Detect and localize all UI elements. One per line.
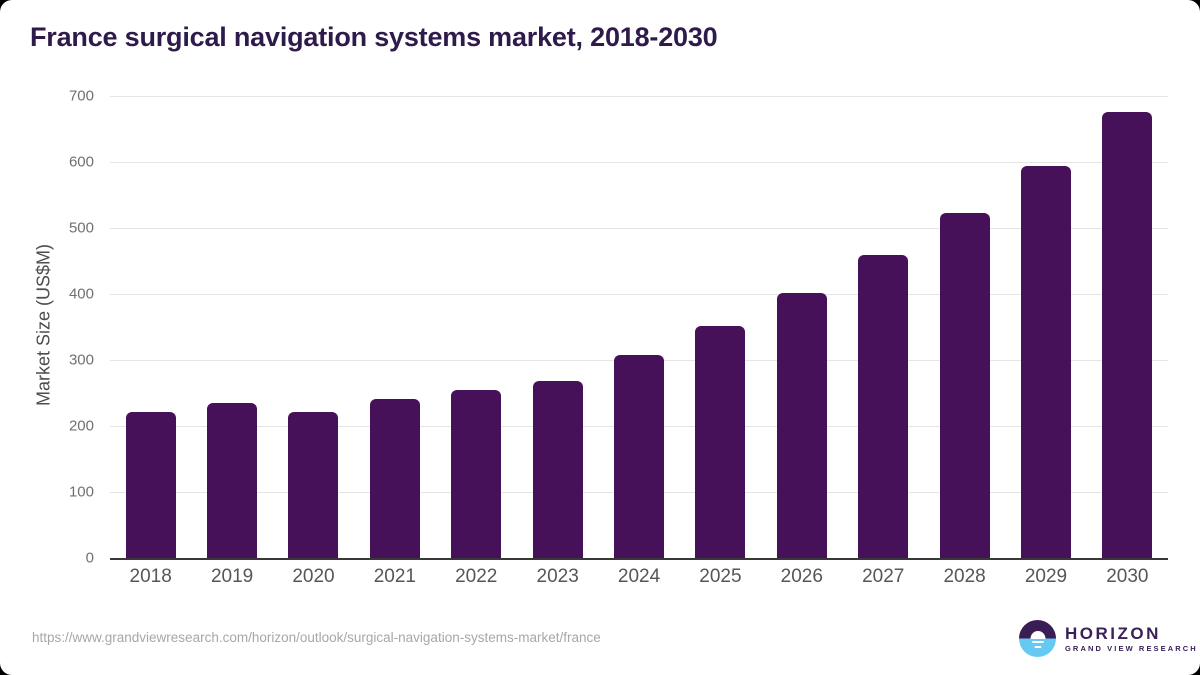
sun-reflection-line xyxy=(1034,645,1041,648)
bar-slot-2020 xyxy=(273,96,354,558)
horizon-logo-icon xyxy=(1019,620,1056,657)
bar-2030[interactable] xyxy=(1102,111,1153,558)
bar-slot-2021 xyxy=(354,96,435,558)
bar-slot-2028 xyxy=(924,96,1005,558)
y-tick-label-700: 700 xyxy=(68,87,94,105)
bar-2026[interactable] xyxy=(776,292,827,558)
bar-2024[interactable] xyxy=(614,354,665,558)
bar-2023[interactable] xyxy=(532,381,583,558)
bar-2020[interactable] xyxy=(288,412,339,558)
y-tick-label-600: 600 xyxy=(68,153,94,171)
x-tick-label-2024: 2024 xyxy=(617,566,661,587)
x-tick-label-2023: 2023 xyxy=(536,566,579,587)
bar-2019[interactable] xyxy=(207,402,258,558)
x-tick-label-2026: 2026 xyxy=(780,566,823,587)
bar-2018[interactable] xyxy=(125,412,176,558)
x-tick-label-2029: 2029 xyxy=(1024,566,1068,587)
plot-area xyxy=(110,96,1168,560)
gridline-600 xyxy=(110,162,1168,163)
x-tick-label-2019: 2019 xyxy=(210,566,254,587)
bars-row xyxy=(110,96,1168,558)
bar-slot-2030 xyxy=(1087,96,1168,558)
x-tick-label-2027: 2027 xyxy=(862,566,905,587)
bar-slot-2022 xyxy=(436,96,517,558)
bar-slot-2018 xyxy=(110,96,191,558)
logo-title: HORIZON xyxy=(1065,623,1161,643)
source-url: https://www.grandviewresearch.com/horizo… xyxy=(32,630,601,645)
x-tick-label-2030: 2030 xyxy=(1106,566,1149,587)
x-tick-label-2018: 2018 xyxy=(129,566,172,587)
sun-icon xyxy=(1030,630,1045,639)
y-tick-label-0: 0 xyxy=(85,549,94,567)
bar-slot-2019 xyxy=(191,96,272,558)
gridline-700 xyxy=(110,96,1168,97)
y-tick-label-200: 200 xyxy=(68,417,94,435)
y-tick-label-500: 500 xyxy=(68,219,94,237)
bar-slot-2027 xyxy=(843,96,924,558)
sun-reflection-line xyxy=(1031,640,1044,643)
bar-slot-2025 xyxy=(680,96,761,558)
x-tick-label-2028: 2028 xyxy=(943,566,986,587)
logo-subtitle: GRAND VIEW RESEARCH xyxy=(1065,643,1198,653)
gridline-400 xyxy=(110,294,1168,295)
bar-2022[interactable] xyxy=(451,390,502,558)
x-tick-label-2020: 2020 xyxy=(292,566,335,587)
x-tick-label-2025: 2025 xyxy=(699,566,742,587)
bar-2029[interactable] xyxy=(1020,165,1071,558)
bar-2027[interactable] xyxy=(858,255,909,558)
y-axis-ticks: 0 100 200 300 400 500 600 700 xyxy=(0,89,102,566)
page-title: France surgical navigation systems marke… xyxy=(30,22,718,52)
bar-slot-2029 xyxy=(1005,96,1086,558)
y-tick-label-300: 300 xyxy=(68,351,94,369)
y-tick-label-400: 400 xyxy=(68,285,94,303)
gridline-500 xyxy=(110,228,1168,229)
bar-2025[interactable] xyxy=(695,325,746,558)
y-tick-label-100: 100 xyxy=(68,483,94,501)
x-tick-label-2021: 2021 xyxy=(373,566,416,587)
x-axis-ticks: 2018 2019 2020 2021 2022 2023 2024 2025 2026 2027… xyxy=(110,564,1168,590)
horizon-logo: HORIZON GRAND VIEW RESEARCH xyxy=(1019,620,1198,657)
bar-2021[interactable] xyxy=(369,398,420,558)
bar-slot-2026 xyxy=(761,96,842,558)
x-tick-label-2022: 2022 xyxy=(455,566,498,587)
bar-slot-2024 xyxy=(598,96,679,558)
bar-slot-2023 xyxy=(517,96,598,558)
logo-text: HORIZON GRAND VIEW RESEARCH xyxy=(1065,623,1198,653)
bar-2028[interactable] xyxy=(939,212,990,558)
